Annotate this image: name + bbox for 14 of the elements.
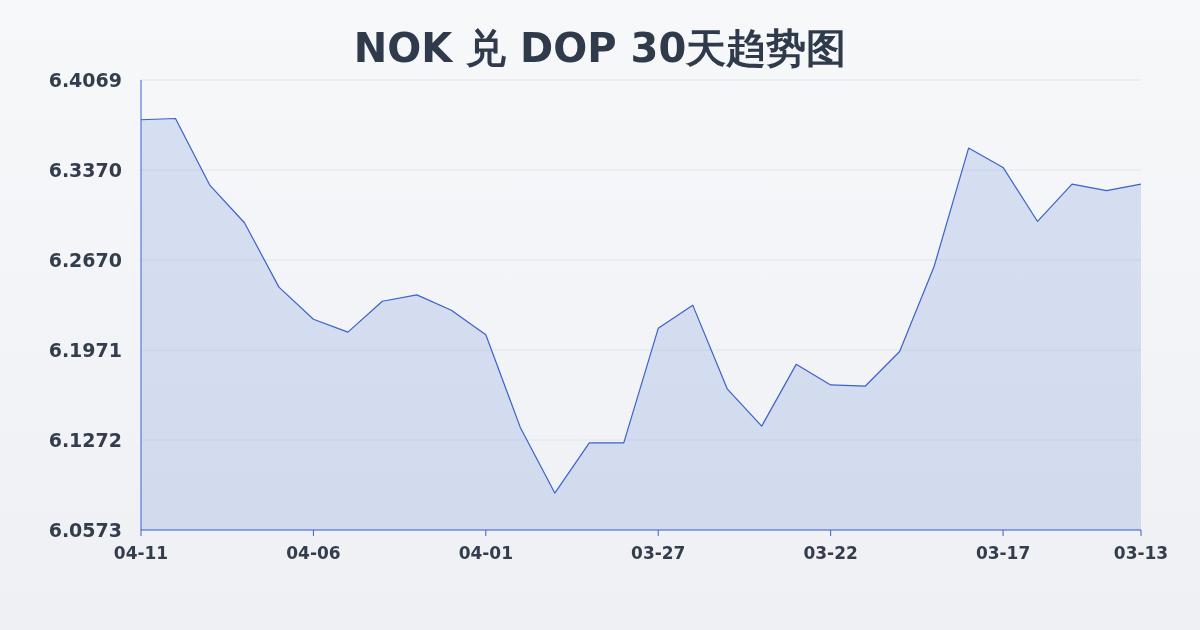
y-tick-label: 6.1971 [48,339,122,362]
x-tick-label: 04-06 [286,543,341,563]
chart-title: NOK 兑 DOP 30天趋势图 [353,25,847,71]
y-tick-label: 6.1272 [48,429,122,452]
y-tick-label: 6.4069 [48,69,122,91]
y-tick-label: 6.0573 [48,519,122,541]
x-tick-label: 03-27 [631,543,686,563]
y-tick-label: 6.3370 [48,158,122,181]
x-tick-label: 04-11 [113,543,169,563]
y-tick-label: 6.2670 [48,249,122,272]
x-tick-label: 03-13 [1113,543,1169,563]
x-tick-label: 03-22 [803,543,858,563]
x-tick-label: 03-17 [975,543,1031,563]
x-tick-label: 04-01 [458,543,514,563]
